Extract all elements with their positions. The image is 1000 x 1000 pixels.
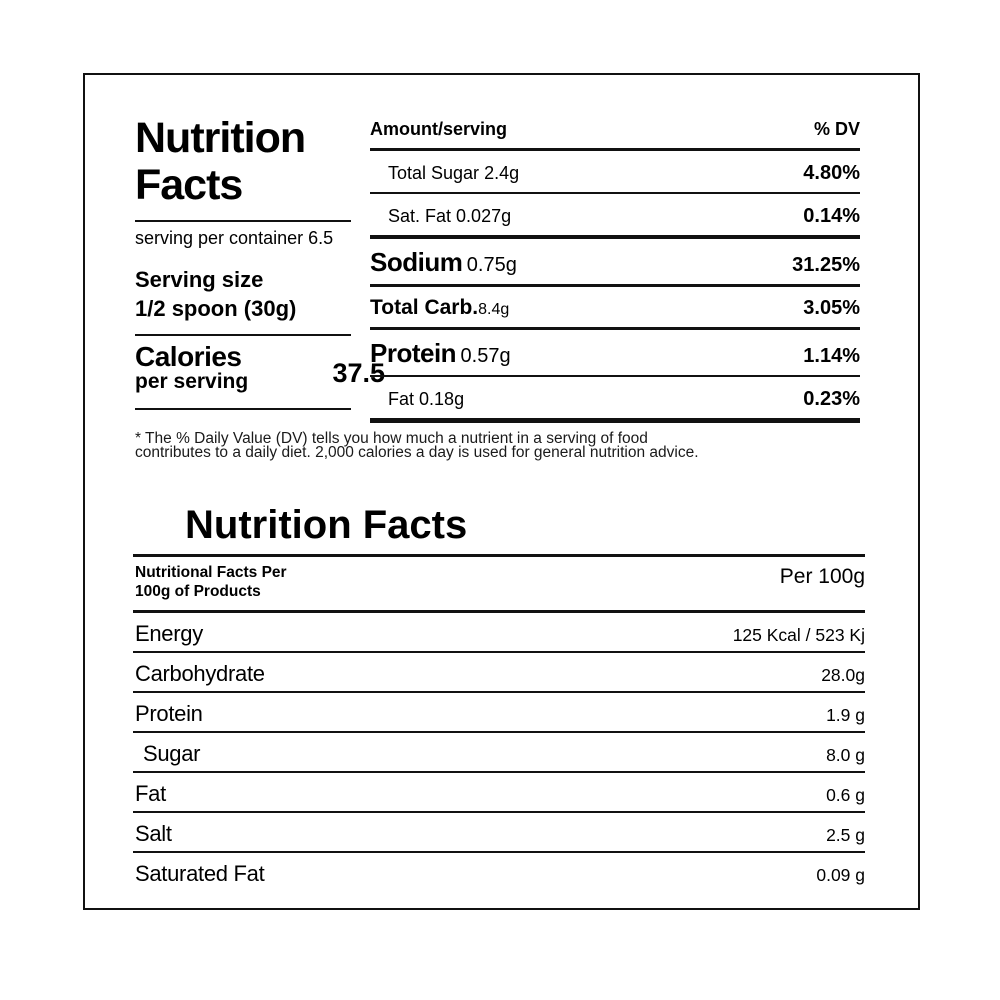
row-label: Carbohydrate bbox=[135, 660, 265, 686]
calories-sublabel: per serving bbox=[135, 369, 249, 393]
dv-footnote-line2: contributes to a daily diet. 2,000 calor… bbox=[135, 444, 699, 462]
table-row-sugar: Sugar 8.0 g bbox=[133, 733, 865, 773]
row-label: Saturated Fat bbox=[135, 860, 265, 886]
serving-size-value: 1/2 spoon (30g) bbox=[135, 296, 297, 322]
bottom-title: Nutrition Facts bbox=[133, 503, 865, 557]
row-name: Protein bbox=[370, 338, 457, 368]
table-row-carbohydrate: Carbohydrate 28.0g bbox=[133, 653, 865, 693]
per-100g-panel: Nutrition Facts Nutritional Facts Per 10… bbox=[133, 503, 865, 891]
label-border: Nutrition Facts serving per container 6.… bbox=[83, 73, 920, 910]
per-100g-header-left: Nutritional Facts Per 100g of Products bbox=[133, 563, 287, 602]
table-row-protein: Protein 0.57g 1.14% bbox=[370, 330, 860, 377]
table-row-protein-100g: Protein 1.9 g bbox=[133, 693, 865, 733]
dv-footnote: * The % Daily Value (DV) tells you how m… bbox=[135, 430, 855, 462]
row-label: Energy bbox=[135, 620, 203, 646]
row-amount: 0.57g bbox=[460, 345, 511, 367]
row-dv: 4.80% bbox=[803, 162, 860, 184]
row-name: Sat. Fat bbox=[388, 206, 452, 226]
row-value: 1.9 g bbox=[826, 704, 865, 725]
amount-table-header: Amount/serving % DV bbox=[370, 117, 860, 151]
top-title-line1: Nutrition bbox=[135, 114, 306, 162]
table-row-fat-100g: Fat 0.6 g bbox=[133, 773, 865, 813]
calories-label: Calories bbox=[135, 340, 242, 372]
row-name: Sodium bbox=[370, 247, 463, 277]
row-value: 125 Kcal / 523 Kj bbox=[732, 624, 865, 645]
col-amount-serving: Amount/serving bbox=[370, 119, 508, 139]
row-amount: 0.18g bbox=[419, 389, 465, 409]
row-value: 0.6 g bbox=[826, 784, 865, 805]
table-row-saturated-fat: Saturated Fat 0.09 g bbox=[133, 853, 865, 891]
row-value: 0.09 g bbox=[816, 864, 865, 885]
top-title-line2: Facts bbox=[135, 161, 243, 210]
per-100g-header-right: Per 100g bbox=[779, 565, 865, 588]
row-amount: 8.4g bbox=[478, 301, 510, 318]
row-amount: 0.027g bbox=[456, 206, 512, 226]
row-name: Total Carb. bbox=[370, 296, 479, 319]
row-label: Protein bbox=[135, 700, 203, 726]
table-row-salt: Salt 2.5 g bbox=[133, 813, 865, 853]
table-row-total-sugar: Total Sugar 2.4g 4.80% bbox=[370, 151, 860, 194]
header-left-line1: Nutritional Facts Per bbox=[135, 564, 287, 581]
serving-size-block: Serving size 1/2 spoon (30g) bbox=[135, 265, 351, 336]
row-amount: 0.75g bbox=[466, 254, 517, 276]
row-label: Sugar bbox=[143, 740, 201, 766]
per-100g-header: Nutritional Facts Per 100g of Products P… bbox=[133, 557, 865, 613]
calories-block: Calories per serving 37.5 bbox=[135, 336, 385, 410]
row-label: Salt bbox=[135, 820, 172, 846]
row-name: Total Sugar bbox=[388, 163, 480, 183]
table-row-fat: Fat 0.18g 0.23% bbox=[370, 377, 860, 423]
dv-footnote-line1: * The % Daily Value (DV) tells you how m… bbox=[135, 430, 648, 447]
table-row-sodium: Sodium 0.75g 31.25% bbox=[370, 239, 860, 287]
header-left-line2: 100g of Products bbox=[135, 583, 261, 601]
row-value: 2.5 g bbox=[826, 824, 865, 845]
top-panel-left: Nutrition Facts serving per container 6.… bbox=[135, 114, 385, 410]
row-dv: 0.14% bbox=[803, 205, 860, 227]
servings-per-container: serving per container 6.5 bbox=[135, 227, 334, 248]
row-value: 28.0g bbox=[821, 664, 865, 685]
row-name: Fat bbox=[388, 389, 415, 409]
amount-serving-table: Amount/serving % DV Total Sugar 2.4g 4.8… bbox=[370, 117, 860, 423]
col-percent-dv: % DV bbox=[813, 119, 860, 139]
table-row-energy: Energy 125 Kcal / 523 Kj bbox=[133, 613, 865, 653]
row-dv: 3.05% bbox=[803, 297, 860, 319]
row-amount: 2.4g bbox=[484, 163, 520, 183]
row-dv: 0.23% bbox=[803, 388, 860, 410]
table-row-sat-fat: Sat. Fat 0.027g 0.14% bbox=[370, 194, 860, 239]
serving-size-label: Serving size bbox=[135, 266, 264, 292]
row-label: Fat bbox=[135, 780, 166, 806]
table-row-total-carb: Total Carb.8.4g 3.05% bbox=[370, 287, 860, 330]
top-title: Nutrition Facts bbox=[135, 114, 351, 222]
row-dv: 1.14% bbox=[803, 345, 860, 367]
row-value: 8.0 g bbox=[826, 744, 865, 765]
row-dv: 31.25% bbox=[792, 254, 860, 276]
calories-value: 37.5 bbox=[332, 357, 385, 388]
